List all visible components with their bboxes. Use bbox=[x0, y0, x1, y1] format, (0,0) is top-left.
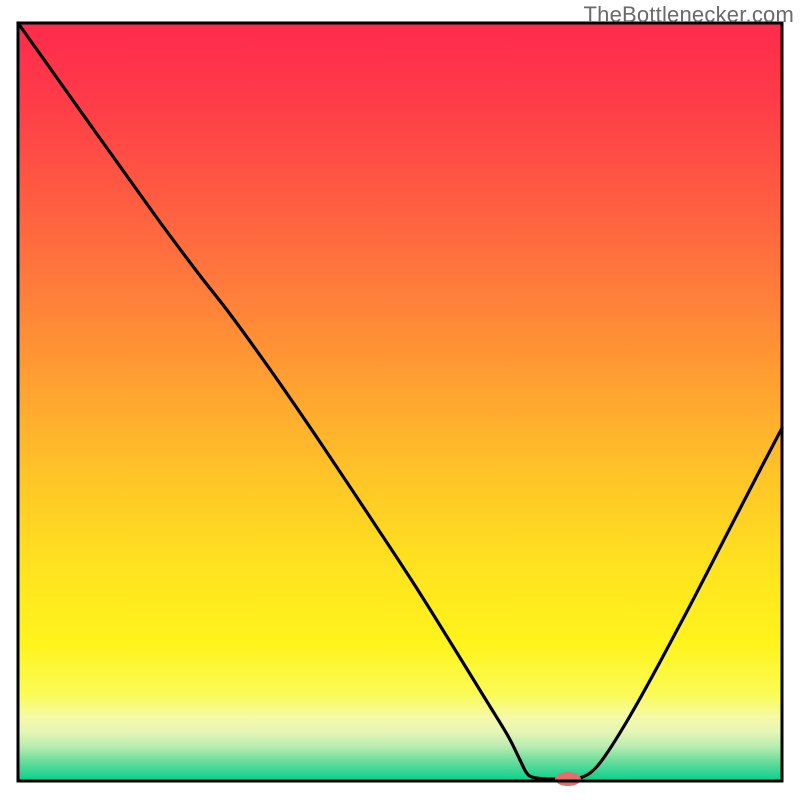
bottleneck-chart: TheBottlenecker.com bbox=[0, 0, 800, 800]
optimal-marker bbox=[555, 772, 581, 786]
gradient-background bbox=[18, 23, 782, 781]
watermark: TheBottlenecker.com bbox=[584, 2, 794, 28]
chart-svg bbox=[0, 0, 800, 800]
